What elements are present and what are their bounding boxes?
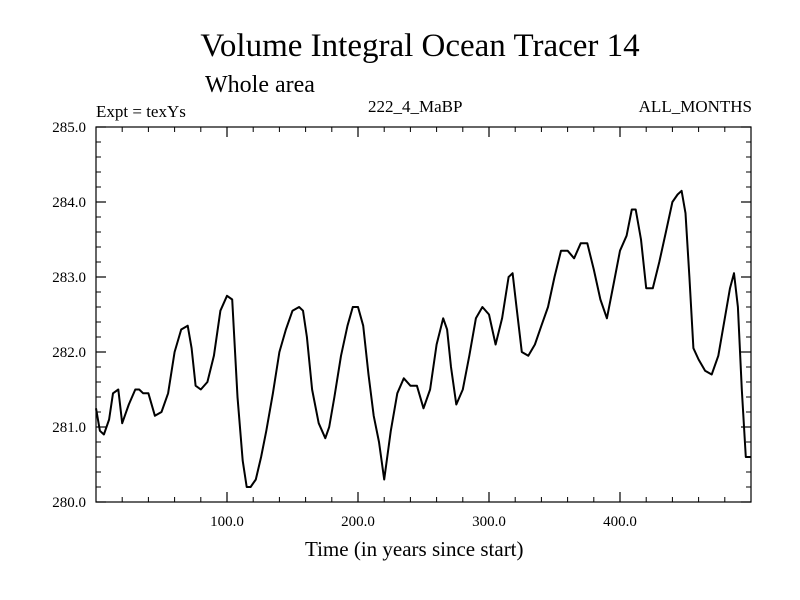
x-tick-label: 400.0: [603, 514, 637, 530]
y-tick-label: 282.0: [52, 345, 86, 361]
period-label: 222_4_MaBP: [368, 97, 463, 116]
y-tick-label: 280.0: [52, 495, 86, 511]
chart-title: Volume Integral Ocean Tracer 14: [200, 28, 640, 64]
experiment-label: Expt = texYs: [96, 102, 186, 121]
x-axis-label: Time (in years since start): [305, 537, 524, 561]
y-tick-label: 285.0: [52, 120, 86, 136]
months-label: ALL_MONTHS: [638, 97, 752, 116]
series-line: [95, 189, 751, 488]
y-tick-label: 281.0: [52, 420, 86, 436]
x-tick-label: 200.0: [341, 514, 375, 530]
series-layer: [95, 189, 751, 488]
x-tick-label: 300.0: [472, 514, 506, 530]
x-tick-label: 100.0: [210, 514, 244, 530]
y-tick-label: 284.0: [52, 195, 86, 211]
y-tick-label: 283.0: [52, 270, 86, 286]
plot-frame: [95, 126, 752, 503]
chart-subtitle: Whole area: [205, 72, 315, 98]
axes: 100.0 200.0 300.0 400.0 280.0 281.0 282.0 283.0…: [52, 120, 752, 530]
